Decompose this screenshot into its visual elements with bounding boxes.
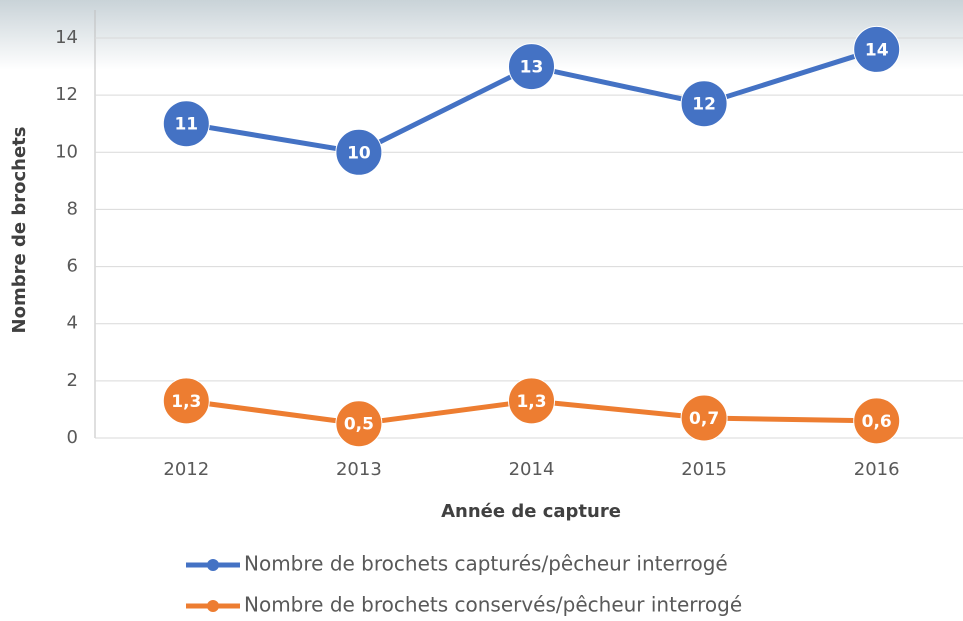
x-tick-label: 2013 — [336, 459, 382, 480]
legend-marker — [207, 600, 219, 612]
data-label: 1,3 — [516, 392, 546, 412]
x-tick-label: 2014 — [509, 459, 555, 480]
data-label: 14 — [865, 40, 889, 60]
legend-label: Nombre de brochets conservés/pêcheur int… — [244, 593, 742, 617]
y-tick-label: 14 — [55, 27, 78, 48]
y-tick-label: 12 — [55, 84, 78, 105]
data-label: 1,3 — [171, 392, 201, 412]
x-tick-label: 2015 — [681, 459, 727, 480]
data-label: 0,5 — [344, 415, 374, 435]
data-label: 13 — [520, 58, 544, 78]
data-label: 12 — [692, 95, 716, 115]
data-label: 11 — [174, 115, 198, 135]
data-label: 0,6 — [862, 412, 892, 432]
x-tick-label: 2012 — [163, 459, 209, 480]
data-label: 0,7 — [689, 409, 719, 429]
y-tick-label: 10 — [55, 141, 78, 162]
y-tick-label: 2 — [67, 370, 78, 391]
y-axis-title: Nombre de brochets — [9, 127, 30, 334]
x-tick-label: 2016 — [854, 459, 900, 480]
y-tick-label: 0 — [67, 427, 78, 448]
y-tick-label: 6 — [67, 256, 78, 277]
legend-label: Nombre de brochets capturés/pêcheur inte… — [244, 552, 728, 576]
chart: Nombre de brochets Année de capture 0 2 4 6… — [0, 0, 963, 621]
background-photo — [0, 0, 963, 70]
legend-marker — [207, 559, 219, 571]
y-tick-label: 8 — [67, 198, 78, 219]
data-label: 10 — [347, 143, 371, 163]
y-tick-label: 4 — [67, 313, 78, 334]
x-axis-title: Année de capture — [441, 501, 621, 522]
